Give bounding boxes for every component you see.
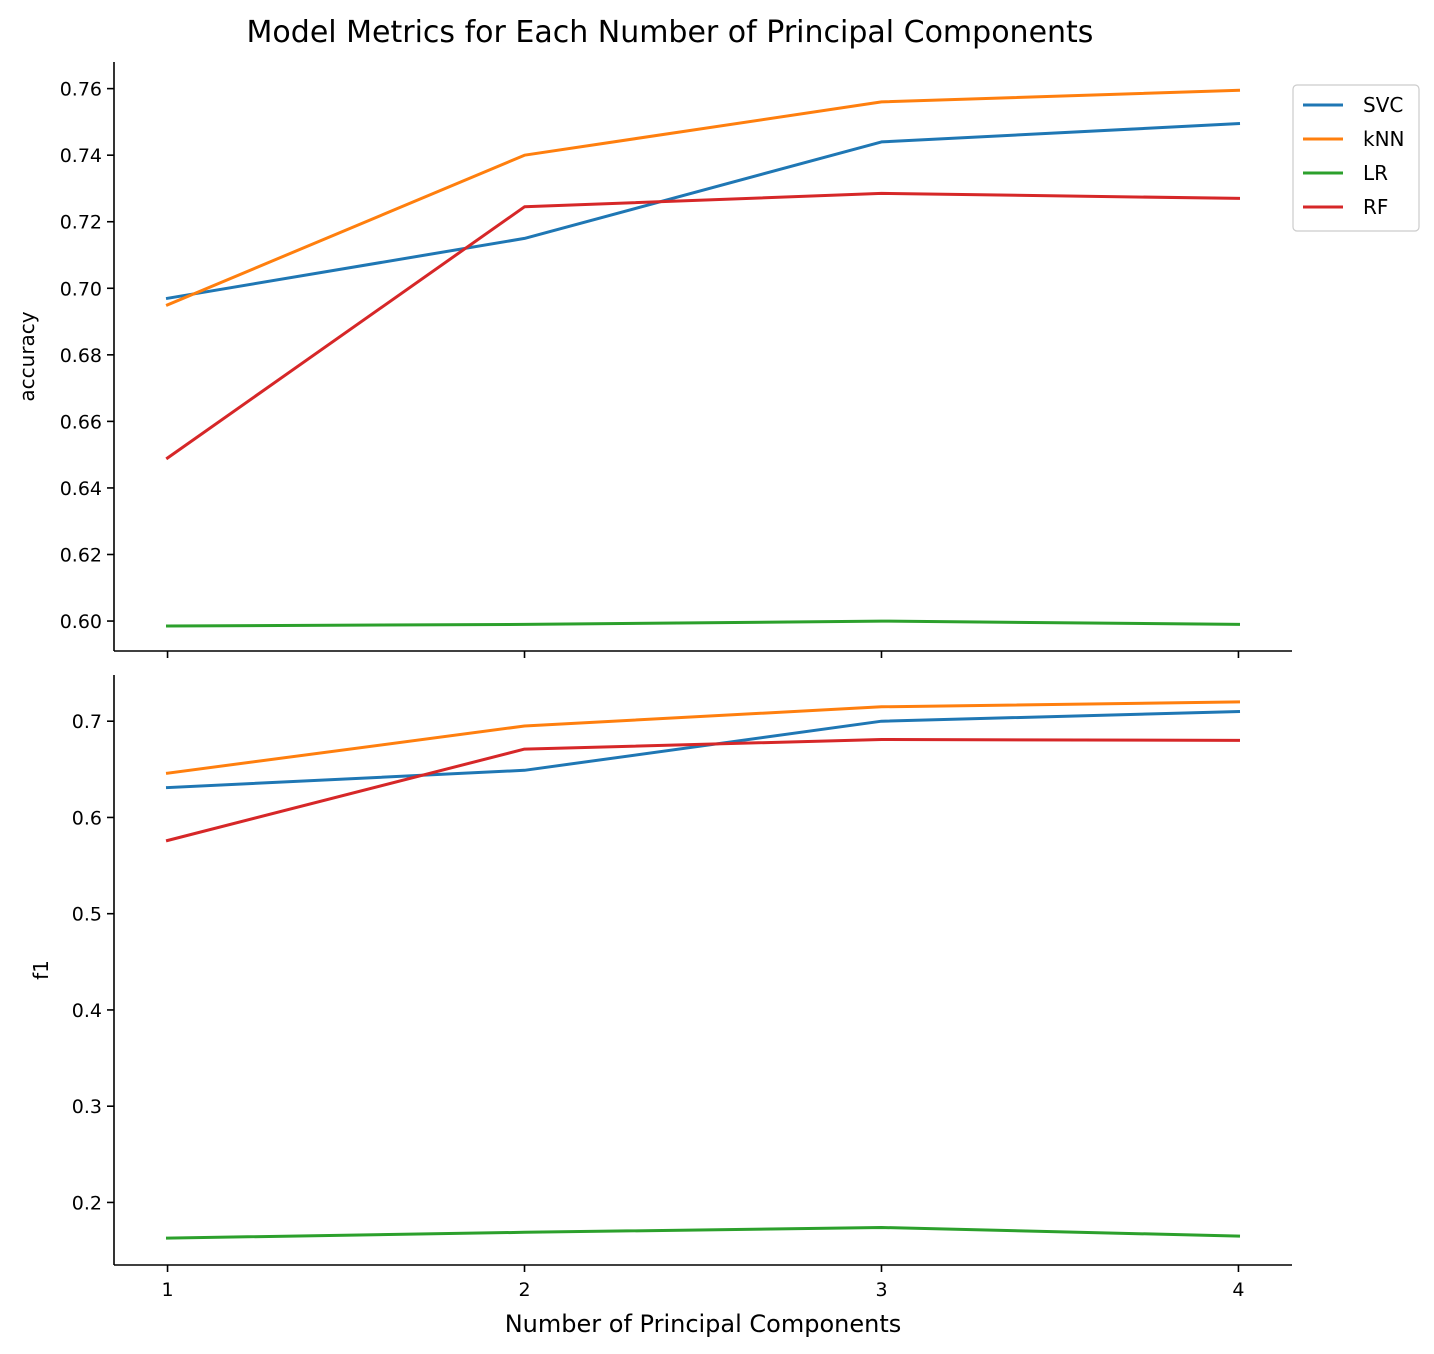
y-tick-label: 0.2 [72,1192,102,1214]
y-tick-label: 0.72 [60,212,102,234]
legend-label-svc: SVC [1363,93,1403,117]
legend-label-rf: RF [1363,195,1388,219]
y-tick-label: 0.76 [60,79,102,101]
y-tick-label: 0.64 [60,478,102,500]
y-axis-label: f1 [29,960,53,980]
series-line-lr [165,619,1241,628]
x-axis-label: Number of Principal Components [505,1310,902,1338]
y-tick-label: 0.74 [60,145,102,167]
legend-label-knn: kNN [1363,127,1405,151]
y-tick-label: 0.5 [72,904,102,926]
accuracy-panel: 0.60 0.62 0.64 0.66 0.68 0.70 0.72 0.74 0.76 accu… [15,62,1292,658]
legend-label-lr: LR [1363,161,1388,185]
y-tick-label: 0.6 [72,807,102,829]
y-tick-label: 0.68 [60,345,102,367]
f1-panel: 0.2 0.3 0.4 0.5 0.6 0.7 1 2 3 4 f1 [29,675,1292,1301]
y-tick-label: 0.7 [72,711,102,733]
x-tick-label: 3 [875,1279,887,1301]
y-tick-label: 0.70 [60,278,102,300]
series-line-rf [165,191,1241,461]
series-line-knn [165,700,1241,775]
legend: SVC kNN LR RF [1292,84,1420,232]
y-axis-label: accuracy [15,311,39,401]
y-tick-label: 0.66 [60,411,102,433]
series-line-rf [165,738,1241,843]
x-tick-label: 1 [161,1279,173,1301]
legend-frame [1292,84,1420,232]
series-line-knn [165,88,1241,307]
y-tick-label: 0.4 [72,1000,102,1022]
x-tick-label: 4 [1232,1279,1244,1301]
chart-title: Model Metrics for Each Number of Princip… [247,15,1094,50]
series-line-svc [165,710,1241,790]
x-tick-label: 2 [518,1279,530,1301]
y-tick-label: 0.62 [60,544,102,566]
series-line-svc [165,122,1241,301]
series-line-lr [165,1226,1241,1240]
y-tick-label: 0.60 [60,611,102,633]
y-tick-label: 0.3 [72,1096,102,1118]
